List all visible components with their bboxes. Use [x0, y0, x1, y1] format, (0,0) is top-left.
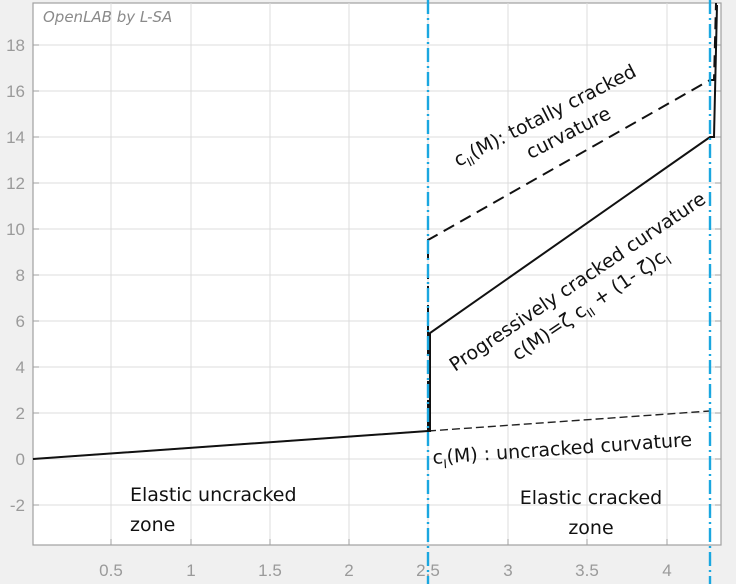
tick-marks [33, 44, 721, 545]
plot-area [32, 2, 722, 546]
y-tick-label: 12 [6, 174, 25, 193]
y-tick-label: 6 [16, 312, 25, 331]
x-tick-label: 0.5 [99, 561, 123, 580]
y-tick-label: 4 [16, 358, 25, 377]
x-tick-label: 2 [344, 561, 353, 580]
y-tick-label: -2 [10, 496, 25, 515]
y-tick-label: 8 [16, 266, 25, 285]
x-axis-labels: 0.5 1 1.5 2 2.5 3 3.5 4 [99, 561, 672, 580]
y-tick-label: 0 [16, 450, 25, 469]
zone-label-uncracked: Elastic uncracked [130, 484, 297, 506]
x-tick-label: 3.5 [575, 561, 599, 580]
zone-label-cracked-2: zone [568, 517, 613, 539]
x-tick-label: 3 [503, 561, 512, 580]
zone-label-uncracked-2: zone [130, 514, 175, 536]
y-tick-label: 18 [6, 36, 25, 55]
x-tick-label: 1 [186, 561, 195, 580]
y-tick-label: 14 [6, 128, 25, 147]
y-tick-label: 10 [6, 220, 25, 239]
watermark: OpenLAB by L-SA [43, 8, 172, 26]
grid [33, 3, 721, 545]
x-tick-label: 4 [662, 561, 671, 580]
y-axis-labels: -2 0 2 4 6 8 10 12 14 16 18 [6, 36, 25, 515]
y-tick-label: 16 [6, 82, 25, 101]
x-tick-label: 1.5 [258, 561, 282, 580]
y-tick-label: 2 [16, 404, 25, 423]
zone-label-cracked: Elastic cracked [520, 487, 662, 509]
